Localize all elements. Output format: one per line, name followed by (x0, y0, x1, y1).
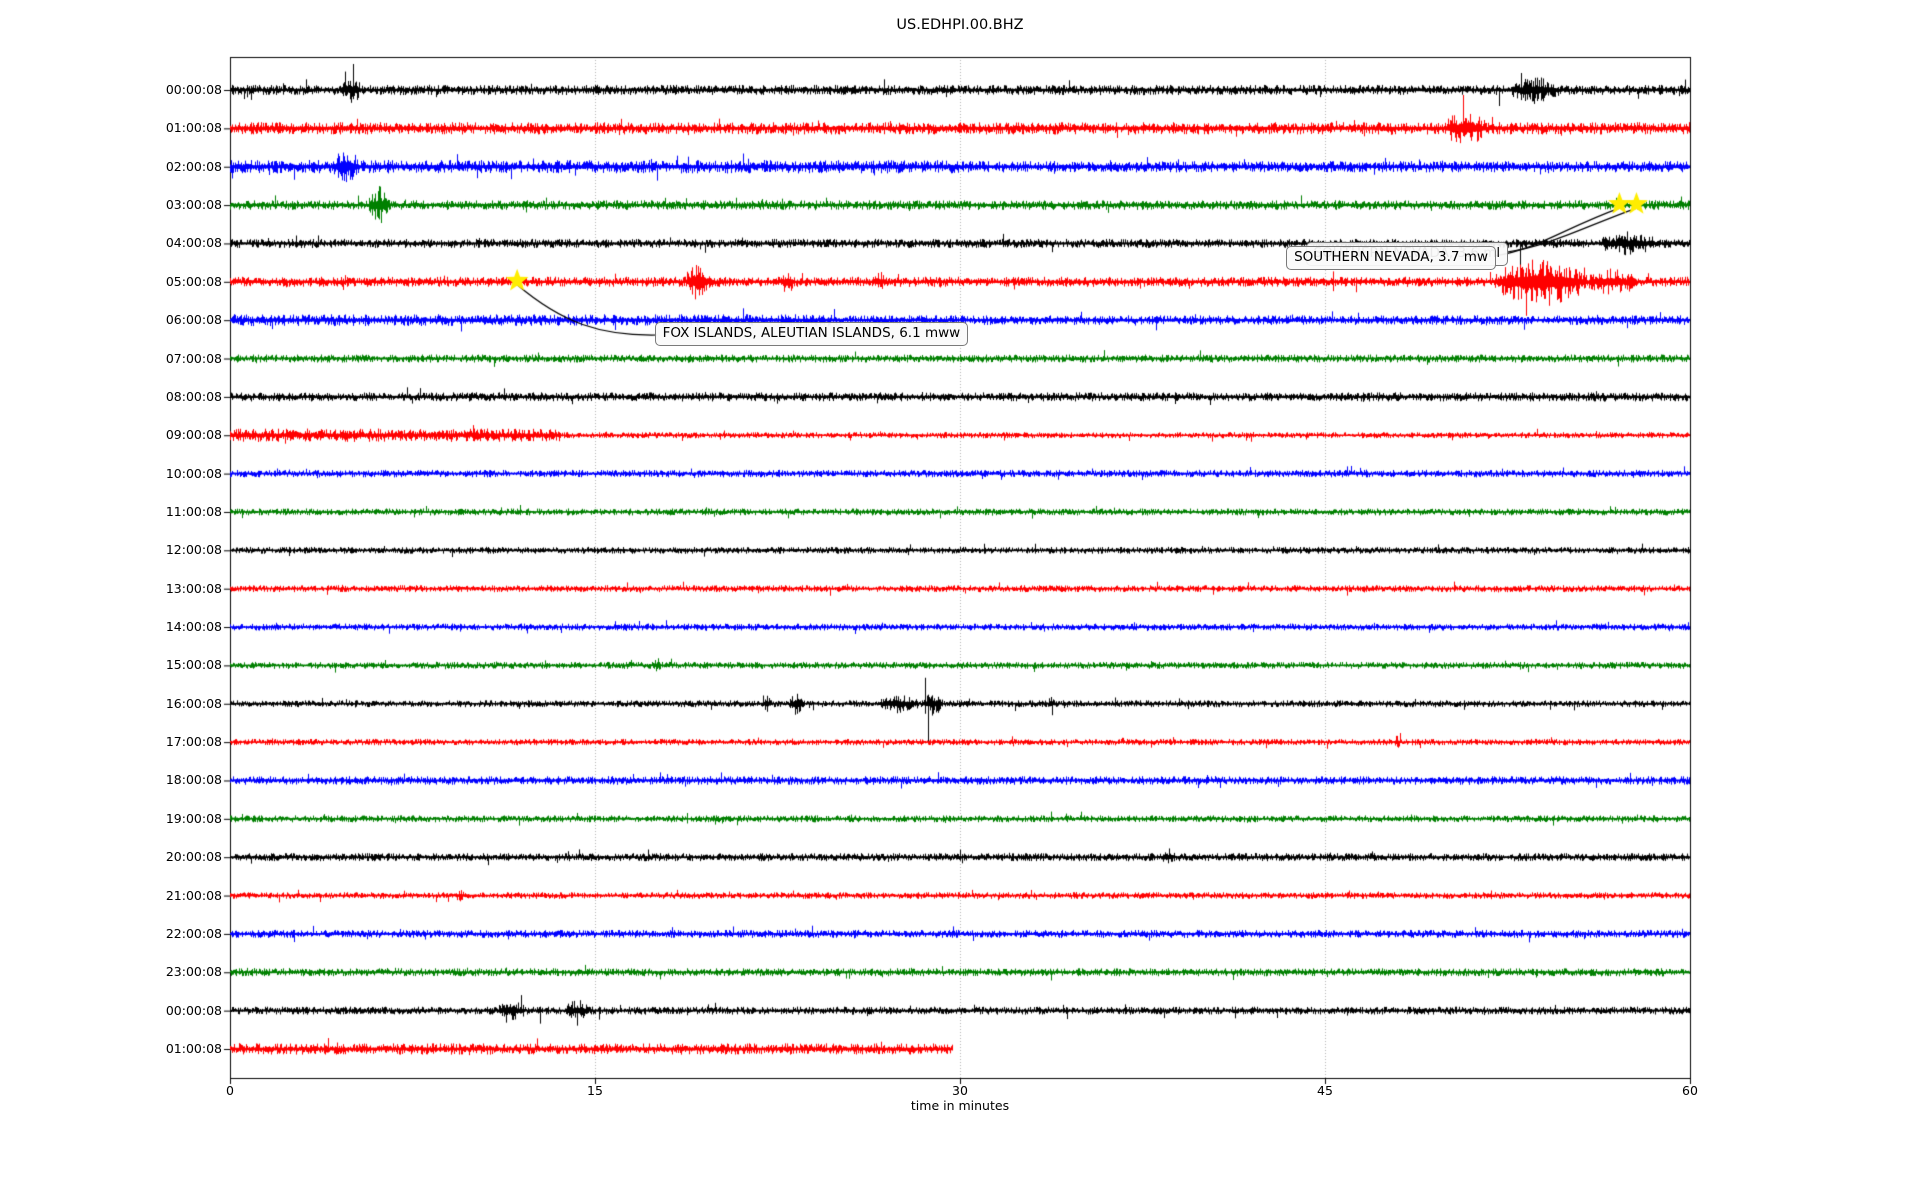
y-tick-label: 03:00:08 (165, 197, 222, 213)
y-tick-label: 15:00:08 (165, 657, 222, 673)
x-tick-label: 30 (952, 1083, 968, 1098)
x-tick-label: 15 (587, 1083, 603, 1098)
x-tick-label: 0 (226, 1083, 234, 1098)
y-tick-label: 22:00:08 (165, 925, 222, 941)
x-tick-label: 60 (1682, 1083, 1698, 1098)
y-tick-label: 13:00:08 (165, 580, 222, 596)
y-tick-label: 01:00:08 (165, 120, 222, 136)
y-tick-label: 19:00:08 (165, 810, 222, 826)
y-tick-label: 10:00:08 (165, 465, 222, 481)
y-tick-label: 11:00:08 (165, 503, 222, 519)
y-tick-label: 00:00:08 (165, 1002, 222, 1018)
x-tick-label: 45 (1317, 1083, 1333, 1098)
x-axis-label: time in minutes (910, 1098, 1010, 1113)
y-tick-label: 02:00:08 (165, 158, 222, 174)
event-label-southern-nevada-mw: SOUTHERN NEVADA, 3.7 mw (1286, 246, 1496, 271)
y-tick-label: 23:00:08 (165, 964, 222, 980)
y-tick-label: 04:00:08 (165, 235, 222, 251)
y-tick-label: 08:00:08 (165, 388, 222, 404)
y-tick-label: 16:00:08 (165, 695, 222, 711)
event-label-fox-islands: FOX ISLANDS, ALEUTIAN ISLANDS, 6.1 mww (654, 322, 969, 347)
chart-title: US.EDHPI.00.BHZ (896, 17, 1024, 33)
y-tick-label: 17:00:08 (165, 734, 222, 750)
y-tick-label: 05:00:08 (165, 273, 222, 289)
y-tick-label: 06:00:08 (165, 312, 222, 328)
y-tick-label: 07:00:08 (165, 350, 222, 366)
y-tick-label: 14:00:08 (165, 619, 222, 635)
y-tick-label: 12:00:08 (165, 542, 222, 558)
y-tick-label: 09:00:08 (165, 427, 222, 443)
y-tick-label: 01:00:08 (165, 1041, 222, 1056)
y-tick-label: 18:00:08 (165, 772, 222, 788)
y-tick-label: 20:00:08 (165, 849, 222, 865)
y-tick-label: 00:00:08 (165, 82, 222, 97)
y-tick-label: 21:00:08 (165, 887, 222, 903)
